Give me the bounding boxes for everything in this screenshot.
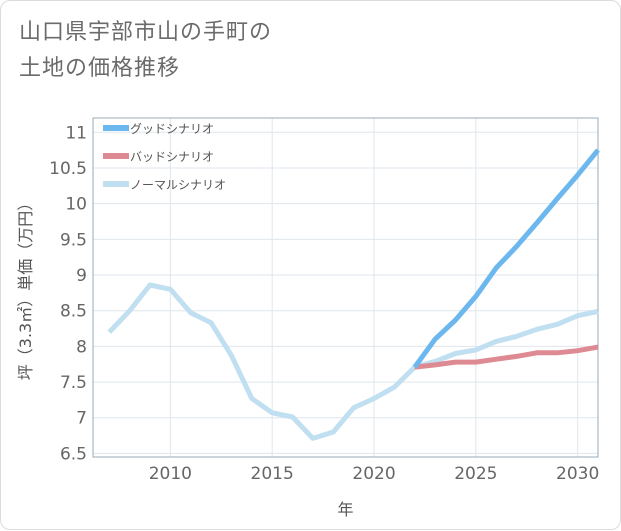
legend-label-1: バッドシナリオ bbox=[130, 150, 214, 164]
x-tick-labels: 2010 2015 2020 2025 2030 bbox=[149, 464, 600, 484]
series-line-1 bbox=[414, 344, 599, 370]
y-axis-title: 坪（3.3㎡）単価（万円） bbox=[16, 195, 35, 380]
y-tick-label: 10 bbox=[65, 195, 87, 215]
y-tick-label: 8 bbox=[76, 337, 87, 357]
x-tick-label: 2025 bbox=[454, 464, 497, 484]
y-tick-label: 9.5 bbox=[60, 230, 87, 250]
chart-title-line-2: 土地の価格推移 bbox=[19, 56, 181, 81]
y-tick-label: 9 bbox=[76, 266, 87, 286]
x-tick-label: 2020 bbox=[352, 464, 395, 484]
series-line-0 bbox=[412, 148, 600, 369]
x-axis-title: 年 bbox=[337, 500, 353, 519]
y-tick-label: 10.5 bbox=[49, 159, 87, 179]
series-line-2 bbox=[107, 282, 599, 441]
x-tick-label: 2030 bbox=[556, 464, 599, 484]
legend-label-0: グッドシナリオ bbox=[130, 122, 214, 136]
chart-title: 山口県宇部市山の手町の 土地の価格推移 bbox=[19, 15, 272, 87]
y-tick-label: 7.5 bbox=[60, 373, 87, 393]
series-layer bbox=[107, 148, 600, 441]
y-tick-label: 6.5 bbox=[60, 444, 87, 464]
y-tick-labels: 6.5 7 7.5 8 8.5 9 9.5 10 10.5 11 bbox=[49, 123, 87, 464]
y-tick-label: 7 bbox=[76, 409, 87, 429]
plot-area-border bbox=[92, 117, 599, 458]
chart-title-line-1: 山口県宇部市山の手町の bbox=[19, 20, 273, 45]
x-tick-label: 2010 bbox=[149, 464, 192, 484]
y-tick-label: 11 bbox=[65, 123, 87, 143]
x-tick-label: 2015 bbox=[251, 464, 294, 484]
legend-label-2: ノーマルシナリオ bbox=[130, 178, 226, 192]
y-tick-label: 8.5 bbox=[60, 302, 87, 322]
